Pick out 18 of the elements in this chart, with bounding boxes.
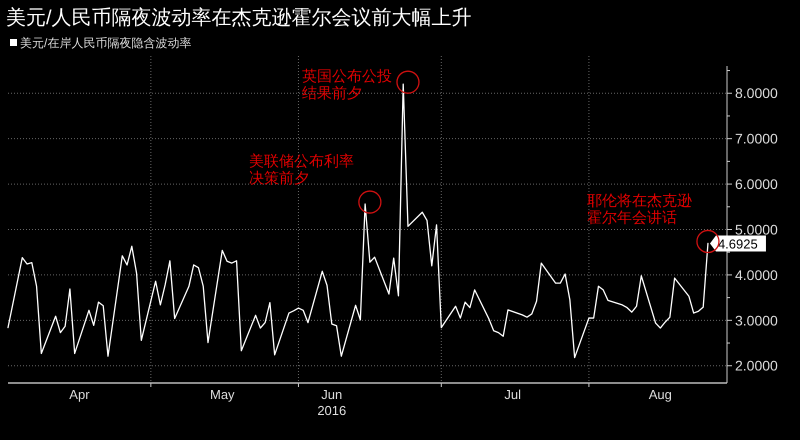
y-tick-label: 6.0000 bbox=[735, 176, 778, 192]
x-tick-label: May bbox=[210, 387, 236, 402]
x-tick-label: Jun 2016 bbox=[317, 387, 346, 418]
x-tick-label: Jul bbox=[504, 387, 522, 402]
annotation: 耶伦将在杰克逊霍尔年会讲话 bbox=[586, 191, 692, 226]
annotation: 英国公布公投结果前夕 bbox=[302, 67, 392, 102]
y-tick-label: 2.0000 bbox=[735, 358, 778, 374]
y-tick-label: 8.0000 bbox=[735, 85, 778, 102]
annotation: 美联储公布利率决策前夕 bbox=[248, 152, 354, 188]
y-tick-label: 3.0000 bbox=[735, 312, 778, 328]
chart-title: 美元/人民币隔夜波动率在杰克逊霍尔会议前大幅上升 bbox=[6, 6, 472, 29]
x-tick-label: Aug bbox=[648, 387, 672, 402]
x-tick-label: Apr bbox=[69, 387, 90, 402]
y-tick-label: 5.0000 bbox=[735, 221, 778, 238]
y-tick-label: 7.0000 bbox=[735, 130, 778, 147]
y-tick-label: 4.0000 bbox=[735, 266, 778, 283]
legend-label: 美元/在岸人民币隔夜隐含波动率 bbox=[20, 36, 192, 50]
data-label: 4.6925 bbox=[718, 236, 758, 252]
